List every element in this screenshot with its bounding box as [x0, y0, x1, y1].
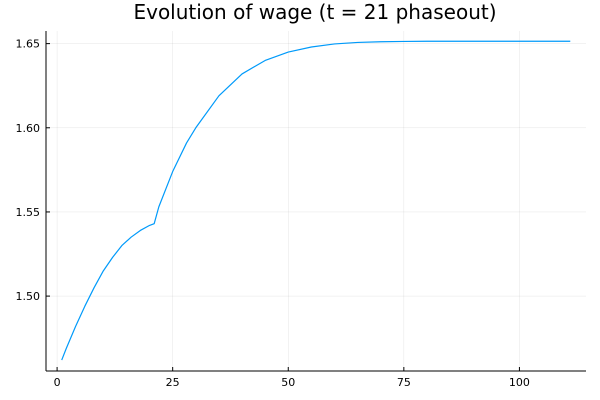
x-tick-label: 50 — [281, 376, 295, 389]
tick-labels: 0 25 50 75 100 1.50 1.55 1.60 1.65 — [16, 38, 530, 389]
x-tick-label: 100 — [509, 376, 530, 389]
x-tick-label: 25 — [166, 376, 180, 389]
x-tick-label: 75 — [397, 376, 411, 389]
y-tick-label: 1.55 — [16, 206, 41, 219]
series-line — [61, 40, 571, 361]
axes — [45, 31, 586, 372]
y-tick-label: 1.65 — [16, 38, 41, 51]
chart-title: Evolution of wage (t = 21 phaseout) — [133, 0, 496, 24]
y-tick-label: 1.50 — [16, 290, 41, 303]
y-tick-label: 1.60 — [16, 122, 41, 135]
x-tick-label: 0 — [54, 376, 61, 389]
series-layer — [61, 40, 571, 361]
grid-lines — [46, 31, 586, 371]
